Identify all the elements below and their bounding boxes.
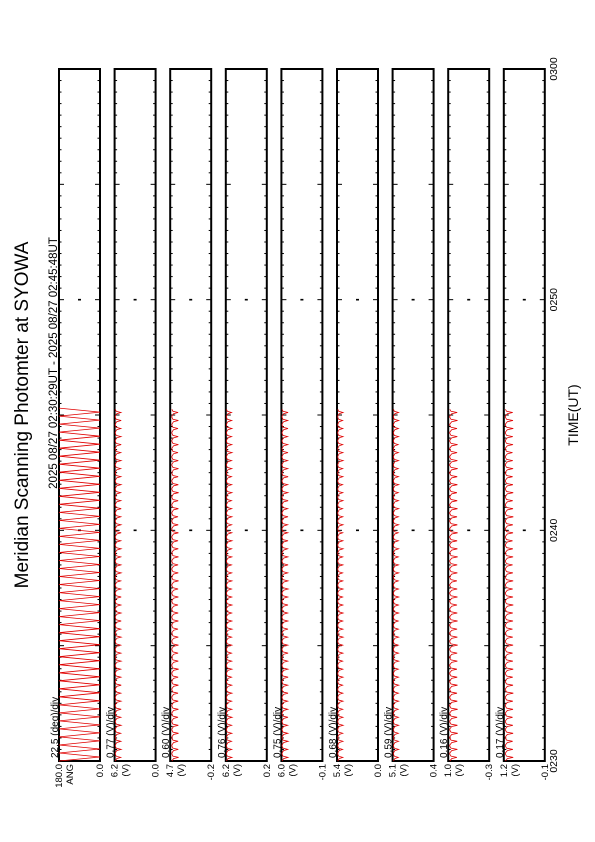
unit-label-ch5: (V) [343, 764, 354, 777]
tick-bottom-ch3: 0.2 [262, 764, 273, 777]
tick-top-ch8: 1.2 [499, 764, 510, 777]
tick-top-ch3: 6.2 [221, 764, 232, 777]
unit-label-ch2: (V) [176, 764, 187, 777]
trace-ch7 [449, 409, 458, 762]
panel-ticks-ch7 [448, 68, 490, 762]
x-tick-label-0230: 0230 [548, 749, 560, 773]
panel-frame-ch2 [169, 68, 213, 762]
unit-label-ch8: (V) [510, 764, 521, 777]
tick-top-ch6: 5.1 [388, 764, 399, 777]
tick-bottom-ch2: -0.2 [206, 764, 217, 780]
trace-ch2 [171, 409, 179, 762]
panel-frame-ch1 [113, 68, 157, 762]
panel-ticks-ch5 [337, 68, 378, 762]
time-axis: 0230 0240 0250 0300 [548, 57, 560, 773]
scale-label-ch5: 0.68 (V)/div [328, 707, 339, 758]
trace-ch5 [337, 409, 345, 762]
tick-bottom-ch5: 0.0 [373, 764, 384, 777]
scale-label-ch4: 0.75 (V)/div [272, 707, 283, 758]
trace-ch4 [281, 409, 290, 762]
unit-label-angle: ANG [65, 764, 76, 785]
chart-title: Meridian Scanning Photomter at SYOWA [12, 241, 33, 588]
scale-label-ch2: 0.60 (V)/div [161, 707, 172, 758]
panel-frames [58, 68, 546, 762]
tick-bottom-ch8: -0.1 [540, 764, 551, 780]
panel-ticks-ch2 [170, 68, 212, 762]
panel-frame-ch6 [391, 68, 435, 762]
panel-frame-ch4 [280, 68, 324, 762]
tick-top-angle: 180.0 [54, 764, 65, 788]
trace-ch8 [505, 409, 514, 762]
time-range-label: 2025 08/27 02:30:29UT - 2025 08/27 02:45… [48, 237, 60, 489]
tick-top-ch2: 4.7 [165, 764, 176, 777]
scale-label-ch3: 0.76 (V)/div [217, 707, 228, 758]
trace-angle [58, 407, 101, 762]
tick-bottom-angle: 0.0 [95, 764, 106, 777]
tick-bottom-ch6: 0.4 [429, 764, 440, 777]
tick-top-ch4: 6.0 [276, 764, 287, 777]
unit-label-ch7: (V) [454, 764, 465, 777]
tick-bottom-ch7: -0.3 [484, 764, 495, 780]
panel-frame-ch7 [447, 68, 491, 762]
tick-bottom-ch4: -0.1 [317, 764, 328, 780]
scale-label-ch7: 0.16 (V)/div [439, 707, 450, 758]
x-tick-label-0240: 0240 [548, 518, 560, 542]
tick-top-ch1: 6.2 [110, 764, 121, 777]
panel-frame-ch3 [224, 68, 268, 762]
tick-top-ch7: 1.0 [443, 764, 454, 777]
panel-ticks-ch6 [392, 68, 434, 762]
unit-label-ch6: (V) [399, 764, 410, 777]
trace-ch3 [226, 409, 234, 762]
x-tick-label-0300: 0300 [548, 57, 560, 81]
tick-top-ch5: 5.4 [332, 764, 343, 777]
panel-ticks-ch4 [281, 68, 323, 762]
scale-label-ch6: 0.59 (V)/div [384, 707, 395, 758]
unit-label-ch4: (V) [287, 764, 298, 777]
trace-ch6 [393, 409, 401, 762]
trace-ch1 [114, 409, 123, 762]
scale-label-ch8: 0.17 (V)/div [495, 707, 506, 758]
x-tick-label-0250: 0250 [548, 288, 560, 312]
panel-frame-ch8 [502, 68, 546, 762]
unit-label-ch3: (V) [232, 764, 243, 777]
panel-frame-ch5 [336, 68, 379, 762]
unit-label-ch1: (V) [121, 764, 132, 777]
tick-bottom-ch1: 0.0 [151, 764, 162, 777]
scale-label-ch1: 0.77 (V)/div [106, 707, 117, 758]
panel-ticks-ch1 [114, 68, 156, 762]
panel-ticks-ch8 [503, 68, 545, 762]
panel-ticks-ch3 [225, 68, 267, 762]
data-traces [58, 407, 514, 762]
x-axis-label: TIME(UT) [565, 384, 581, 445]
scale-label-angle: 22.5 (deg)/div [50, 697, 61, 758]
